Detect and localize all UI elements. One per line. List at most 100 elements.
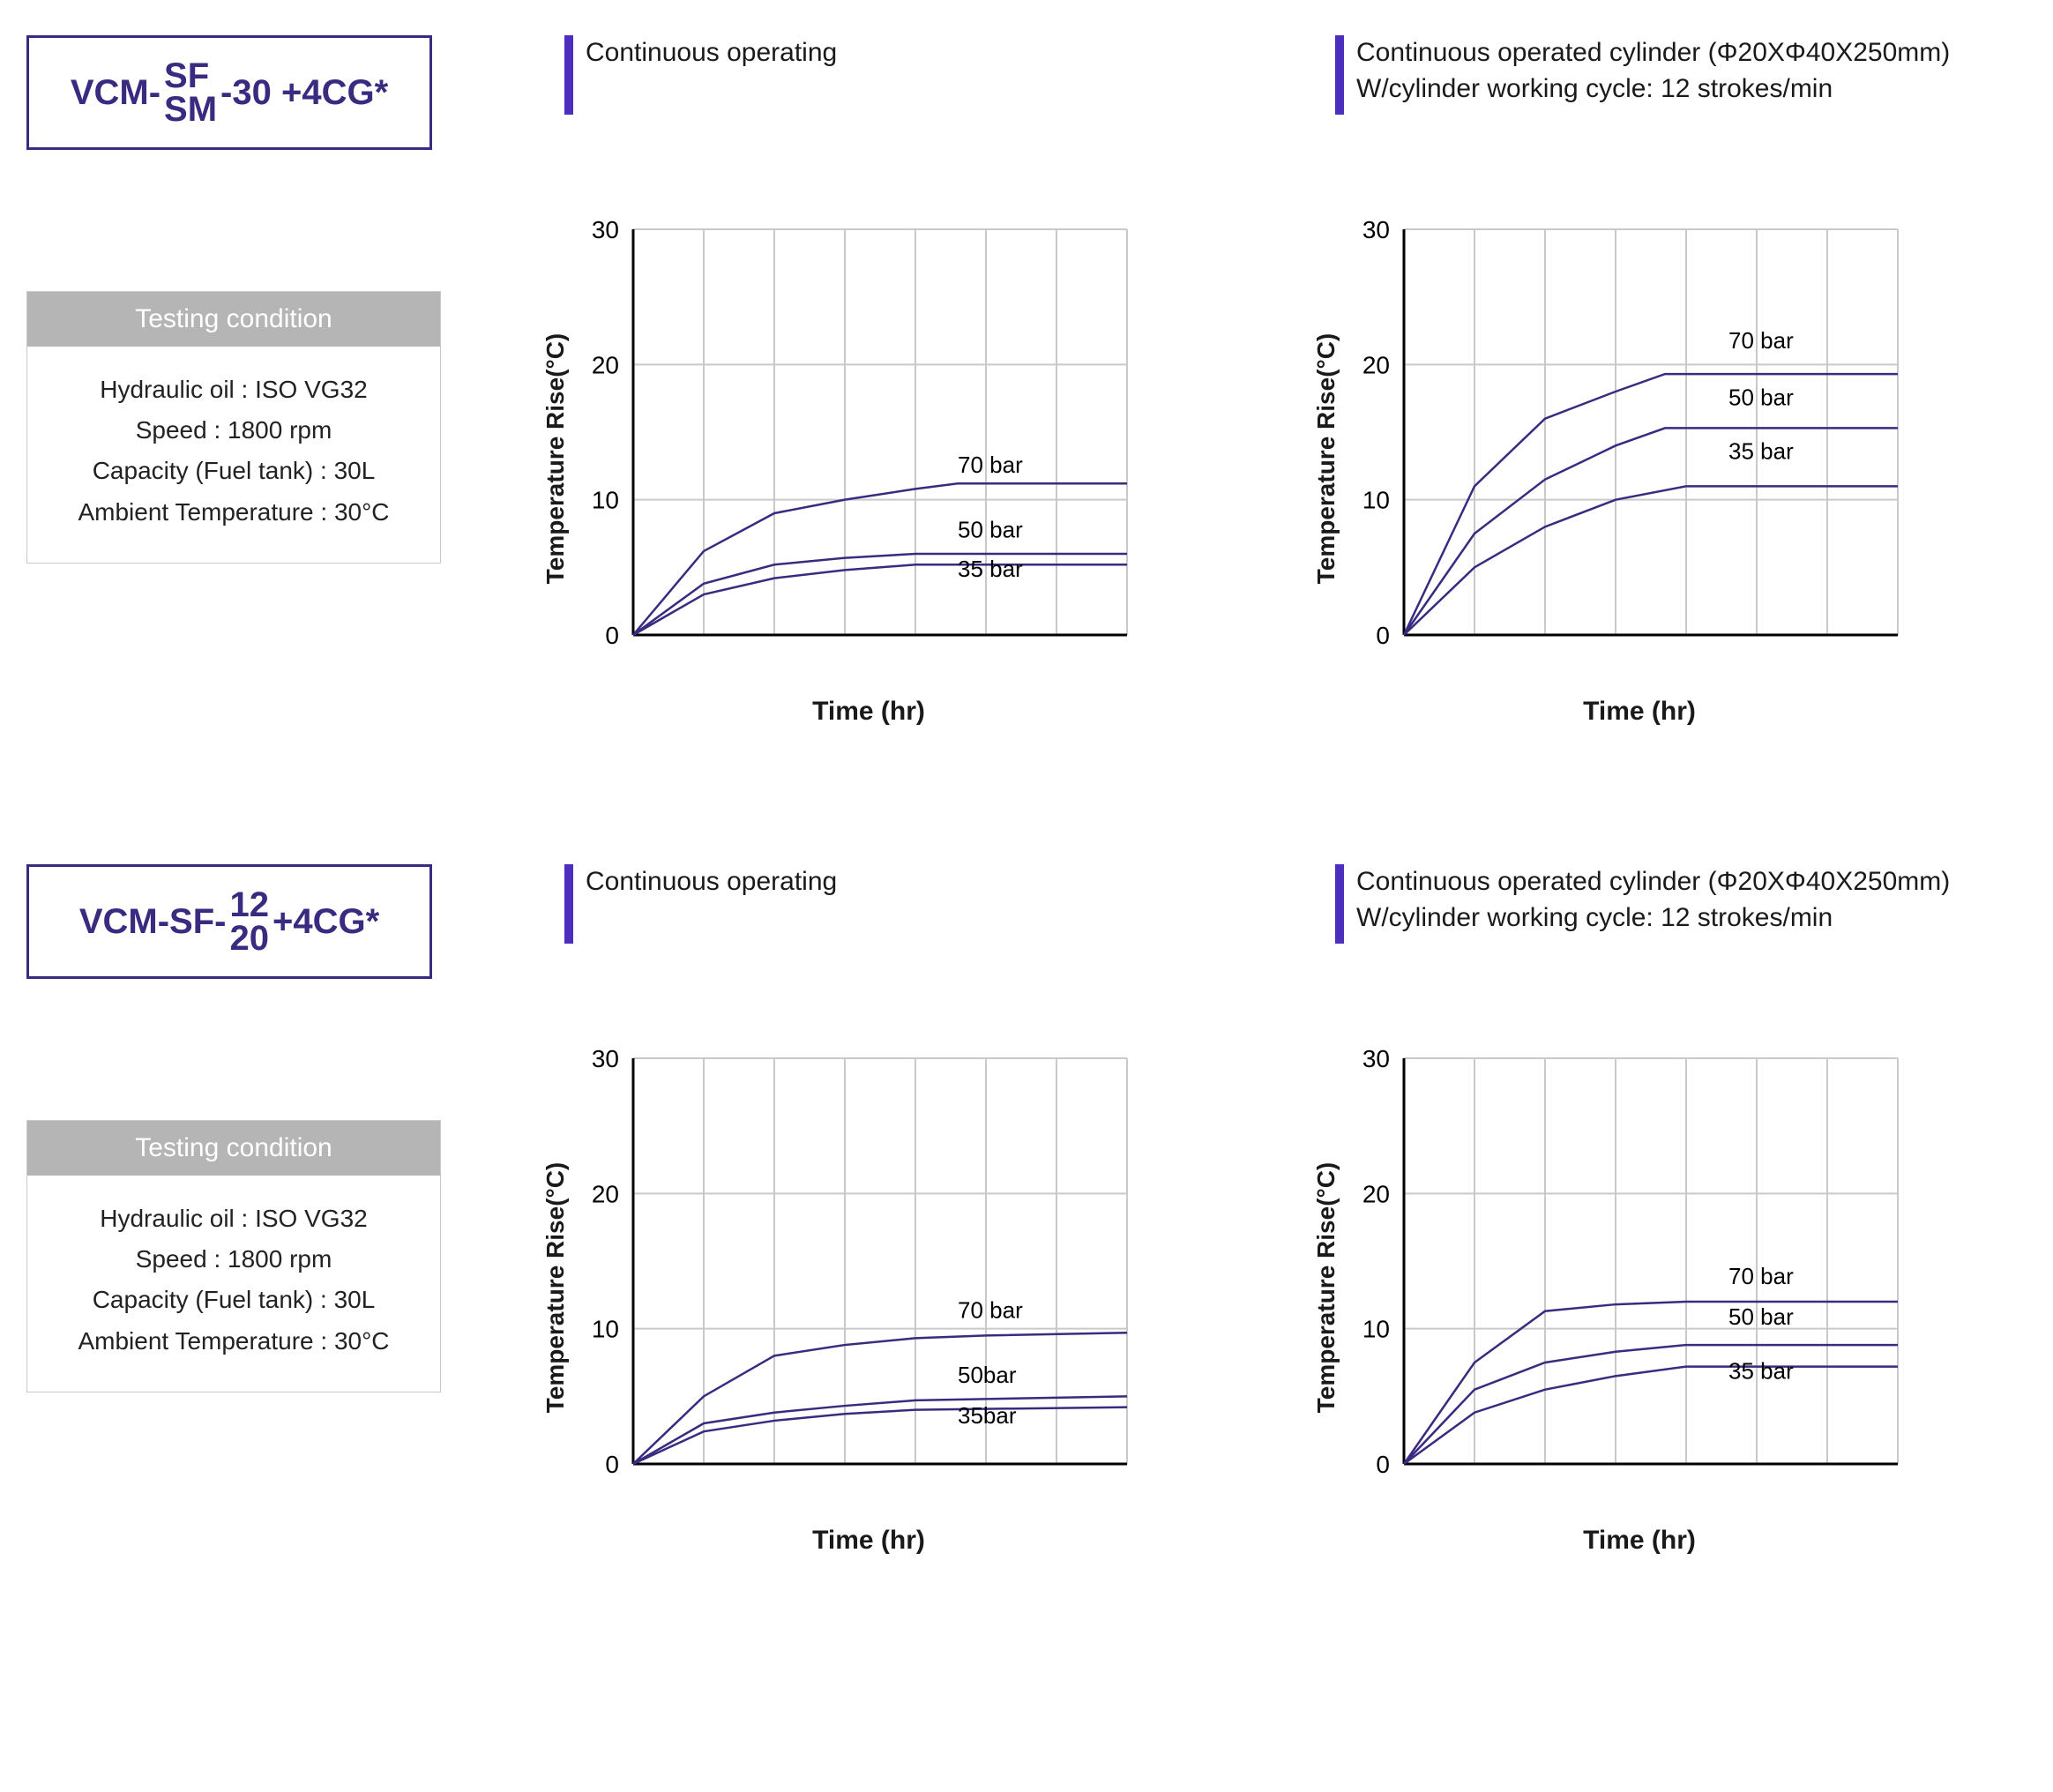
svg-text:2: 2 <box>767 1477 781 1482</box>
chart-ylabel: Temperature Rise(°C) <box>1312 333 1340 585</box>
svg-text:70 bar: 70 bar <box>958 1296 1023 1323</box>
chart-xlabel: Time (hr) <box>564 697 1173 727</box>
model-stack: 1220 <box>229 888 269 955</box>
chart-title-text: Continuous operated cylinder (Φ20XΦ40X25… <box>1356 35 1950 107</box>
chart-xlabel: Time (hr) <box>564 1526 1173 1556</box>
svg-text:20: 20 <box>592 1180 619 1207</box>
model-code-box: VCM-SFSM-30 +4CG* <box>26 35 432 150</box>
chart-column: Continuous operated cylinder (Φ20XΦ40X25… <box>1335 864 2027 1534</box>
chart-plot: Temperature Rise(°C) 02460102030 70 bar5… <box>1335 1041 1944 1534</box>
svg-text:70 bar: 70 bar <box>958 452 1023 478</box>
svg-text:70 bar: 70 bar <box>1728 327 1794 354</box>
chart-ylabel: Temperature Rise(°C) <box>541 333 570 585</box>
chart-ylabel: Temperature Rise(°C) <box>1312 1162 1340 1414</box>
testing-conditions-box: Testing condition Hydraulic oil : ISO VG… <box>26 1120 441 1393</box>
chart-svg: 02460102030 70 bar50 bar35 bar <box>1335 212 1915 653</box>
svg-text:70 bar: 70 bar <box>1728 1263 1794 1289</box>
svg-text:10: 10 <box>1362 1316 1390 1343</box>
condition-line: Capacity (Fuel tank) : 30L <box>45 1280 422 1320</box>
svg-text:10: 10 <box>592 487 619 514</box>
model-code-box: VCM-SF-1220+4CG* <box>26 864 432 979</box>
svg-text:4: 4 <box>1679 648 1693 653</box>
chart-title: Continuous operated cylinder (Φ20XΦ40X25… <box>1335 864 2027 944</box>
svg-text:4: 4 <box>1679 1477 1693 1482</box>
chart-title-text: Continuous operating <box>586 35 837 71</box>
svg-text:0: 0 <box>605 622 619 649</box>
svg-text:30: 30 <box>1362 216 1390 243</box>
model-stack: SFSM <box>164 59 217 126</box>
svg-text:0: 0 <box>1397 648 1411 653</box>
svg-text:30: 30 <box>592 1045 619 1072</box>
chart-plot: Temperature Rise(°C) 02460102030 70 bar5… <box>564 1041 1173 1534</box>
chart-column: Continuous operating Temperature Rise(°C… <box>564 35 1256 706</box>
svg-text:10: 10 <box>1362 487 1390 514</box>
testing-conditions-header: Testing condition <box>27 292 440 347</box>
chart-svg: 0 2 4 6 0 10 20 30 70 bar 50 bar 35 bar <box>1335 1041 1915 1482</box>
condition-line: Hydraulic oil : ISO VG32 <box>45 370 422 410</box>
svg-text:6: 6 <box>1820 1477 1834 1482</box>
accent-bar-icon <box>1335 864 1344 944</box>
condition-line: Speed : 1800 rpm <box>45 1239 422 1280</box>
condition-line: Hydraulic oil : ISO VG32 <box>45 1198 422 1239</box>
chart-xlabel: Time (hr) <box>1335 1526 1944 1556</box>
svg-text:0: 0 <box>1376 1451 1390 1478</box>
chart-title: Continuous operating <box>564 864 1256 944</box>
model-stack-top: 12 <box>229 888 269 922</box>
svg-text:0: 0 <box>1397 1477 1411 1482</box>
svg-text:30: 30 <box>592 216 619 243</box>
svg-text:4: 4 <box>908 648 922 653</box>
model-stack-bottom: 20 <box>229 922 269 955</box>
model-prefix: VCM-SF- <box>79 902 227 942</box>
condition-line: Ambient Temperature : 30°C <box>45 492 422 533</box>
chart-ylabel: Temperature Rise(°C) <box>541 1162 570 1414</box>
accent-bar-icon <box>564 864 573 944</box>
svg-text:0: 0 <box>626 1477 640 1482</box>
svg-text:35 bar: 35 bar <box>958 556 1023 582</box>
chart-svg: 02460102030 70 bar50 bar35 bar <box>564 212 1145 653</box>
chart-plot: Temperature Rise(°C) 02460102030 70 bar5… <box>564 212 1173 706</box>
model-stack-top: SF <box>164 59 217 93</box>
testing-conditions-header: Testing condition <box>27 1121 440 1176</box>
accent-bar-icon <box>1335 35 1344 115</box>
left-column: VCM-SFSM-30 +4CG* Testing condition Hydr… <box>26 35 485 706</box>
chart-column: Continuous operating Temperature Rise(°C… <box>564 864 1256 1534</box>
svg-text:0: 0 <box>1376 622 1390 649</box>
spec-section: VCM-SF-1220+4CG* Testing condition Hydra… <box>26 864 2027 1534</box>
left-column: VCM-SF-1220+4CG* Testing condition Hydra… <box>26 864 485 1534</box>
model-suffix: +4CG* <box>272 902 379 942</box>
condition-line: Capacity (Fuel tank) : 30L <box>45 451 422 491</box>
svg-text:30: 30 <box>1362 1045 1390 1072</box>
chart-svg: 02460102030 70 bar50bar35bar <box>564 1041 1145 1482</box>
svg-text:35 bar: 35 bar <box>1728 438 1794 465</box>
svg-text:50 bar: 50 bar <box>958 517 1023 543</box>
svg-text:50 bar: 50 bar <box>1728 1303 1794 1330</box>
svg-text:35 bar: 35 bar <box>1728 1357 1794 1384</box>
testing-conditions-body: Hydraulic oil : ISO VG32Speed : 1800 rpm… <box>27 347 440 563</box>
svg-text:20: 20 <box>1362 351 1390 378</box>
svg-text:0: 0 <box>605 1451 619 1478</box>
model-suffix: -30 +4CG* <box>220 73 388 113</box>
svg-text:20: 20 <box>592 351 619 378</box>
spec-section: VCM-SFSM-30 +4CG* Testing condition Hydr… <box>26 35 2027 706</box>
svg-text:2: 2 <box>1538 648 1552 653</box>
svg-text:6: 6 <box>1049 648 1064 653</box>
svg-text:2: 2 <box>1538 1477 1552 1482</box>
svg-text:2: 2 <box>767 648 781 653</box>
svg-text:6: 6 <box>1820 648 1834 653</box>
accent-bar-icon <box>564 35 573 115</box>
chart-plot: Temperature Rise(°C) 02460102030 70 bar5… <box>1335 212 1944 706</box>
condition-line: Speed : 1800 rpm <box>45 410 422 451</box>
svg-text:10: 10 <box>592 1316 619 1343</box>
svg-text:20: 20 <box>1362 1180 1390 1207</box>
svg-text:4: 4 <box>908 1477 922 1482</box>
testing-conditions-body: Hydraulic oil : ISO VG32Speed : 1800 rpm… <box>27 1176 440 1392</box>
chart-xlabel: Time (hr) <box>1335 697 1944 727</box>
chart-title-text: Continuous operated cylinder (Φ20XΦ40X25… <box>1356 864 1950 936</box>
model-prefix: VCM- <box>71 73 161 113</box>
svg-text:6: 6 <box>1049 1477 1064 1482</box>
chart-column: Continuous operated cylinder (Φ20XΦ40X25… <box>1335 35 2027 706</box>
svg-text:35bar: 35bar <box>958 1402 1017 1429</box>
chart-title: Continuous operated cylinder (Φ20XΦ40X25… <box>1335 35 2027 115</box>
chart-title: Continuous operating <box>564 35 1256 115</box>
chart-title-text: Continuous operating <box>586 864 837 900</box>
